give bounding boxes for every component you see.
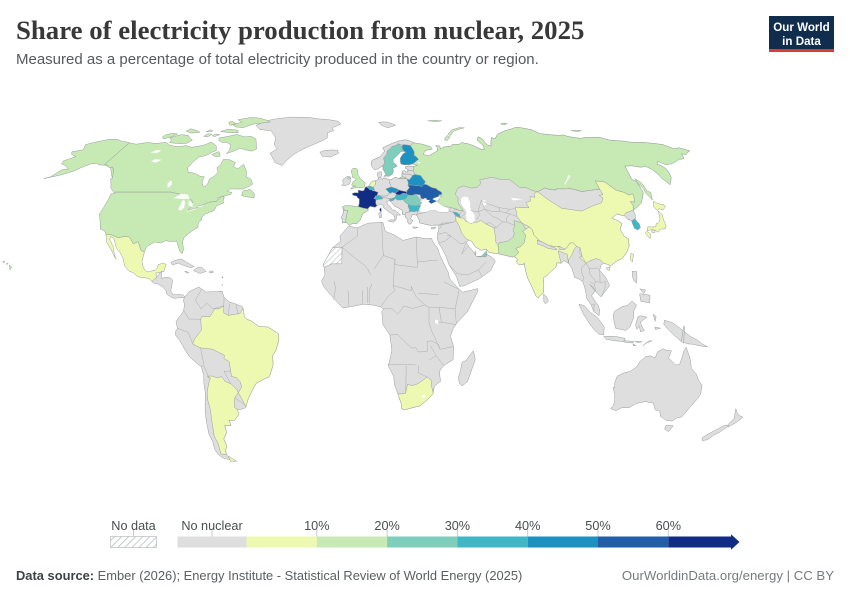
svg-text:60%: 60%	[656, 519, 681, 533]
svg-text:20%: 20%	[374, 519, 399, 533]
svg-text:No data: No data	[111, 519, 156, 533]
svg-text:10%: 10%	[304, 519, 329, 533]
svg-text:40%: 40%	[515, 519, 540, 533]
svg-text:No nuclear: No nuclear	[181, 519, 243, 533]
svg-text:50%: 50%	[585, 519, 610, 533]
svg-text:30%: 30%	[445, 519, 470, 533]
